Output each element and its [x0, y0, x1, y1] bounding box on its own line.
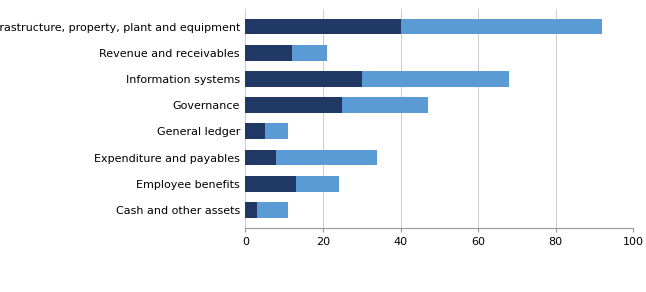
- Bar: [362, 71, 509, 87]
- Bar: [245, 97, 342, 113]
- Bar: [245, 45, 292, 61]
- Bar: [265, 124, 288, 139]
- Bar: [245, 176, 296, 192]
- Bar: [401, 19, 602, 34]
- Bar: [245, 124, 265, 139]
- Bar: [245, 202, 257, 218]
- Bar: [245, 150, 276, 165]
- Bar: [257, 202, 288, 218]
- Bar: [245, 71, 362, 87]
- Bar: [342, 97, 428, 113]
- Bar: [292, 45, 327, 61]
- Bar: [245, 19, 401, 34]
- Bar: [276, 150, 377, 165]
- Bar: [296, 176, 339, 192]
